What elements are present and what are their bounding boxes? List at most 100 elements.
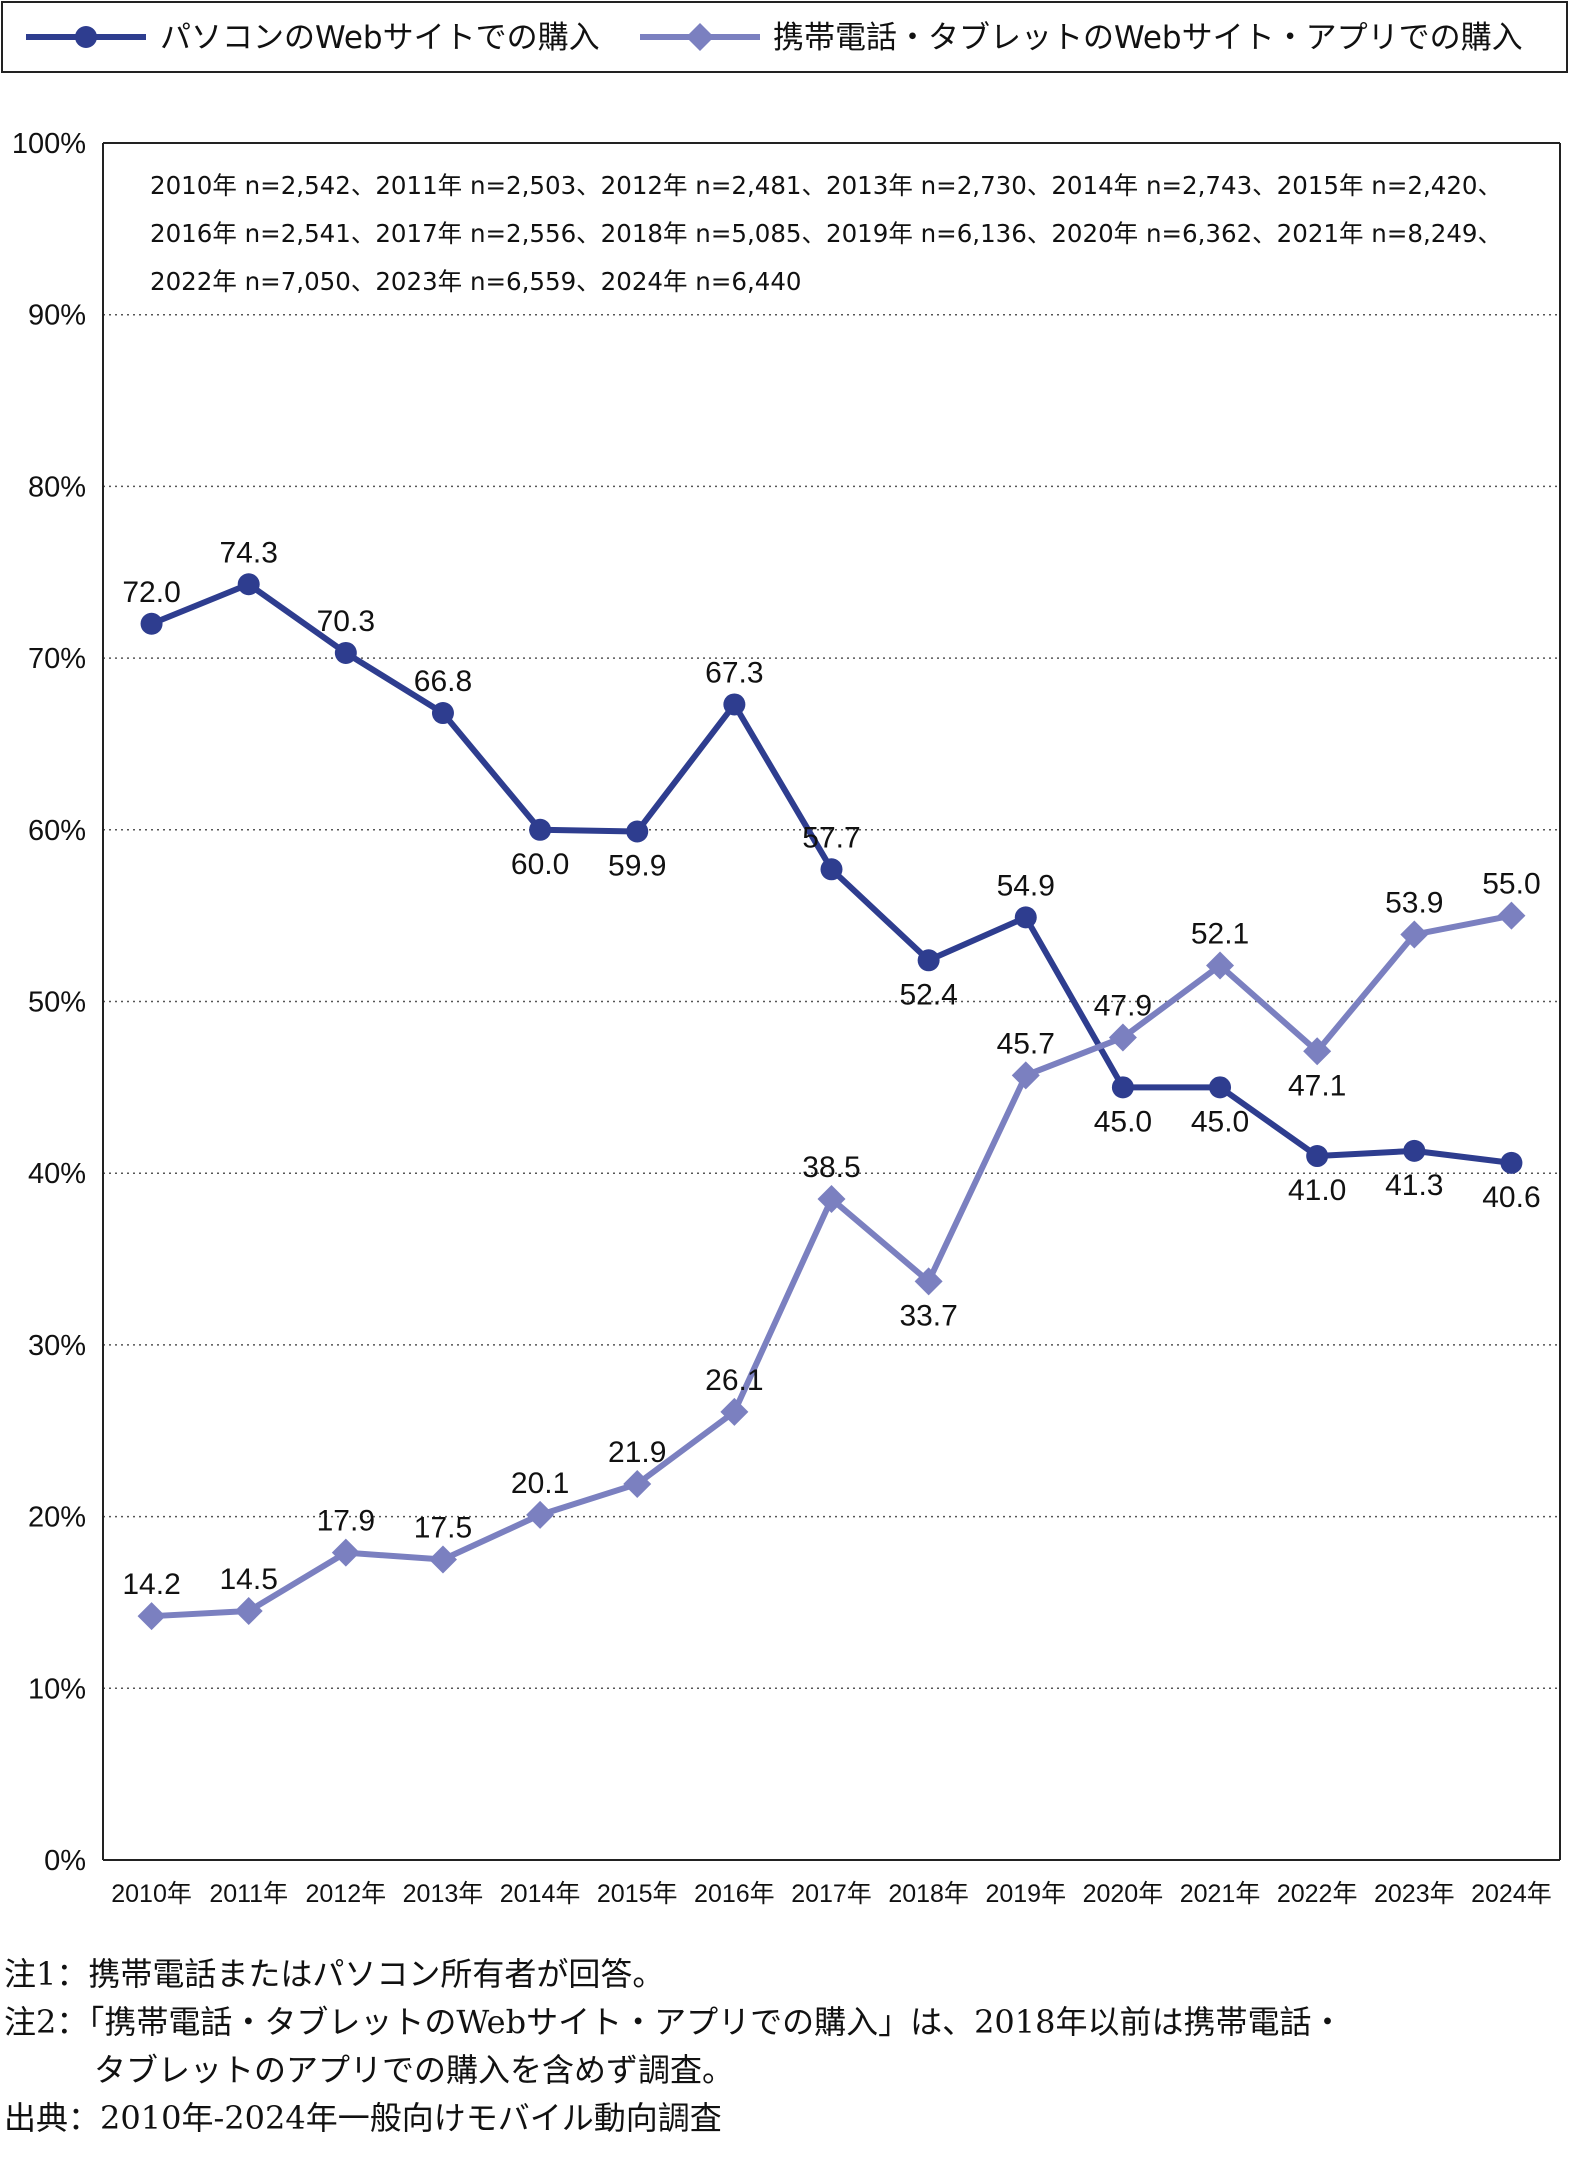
x-tick-label: 2022年: [1277, 1880, 1358, 1908]
note-1: 注1：携帯電話またはパソコン所有者が回答。: [4, 1955, 665, 1993]
data-point: [137, 1602, 166, 1631]
x-tick-label: 2016年: [694, 1880, 775, 1908]
data-label: 74.3: [220, 536, 278, 569]
data-label: 54.9: [997, 869, 1055, 902]
data-label: 17.9: [317, 1505, 375, 1538]
data-point: [428, 1545, 457, 1574]
x-tick-label: 2014年: [500, 1880, 581, 1908]
data-point: [1206, 951, 1235, 980]
data-label: 14.5: [220, 1563, 278, 1596]
y-tick-label: 50%: [28, 987, 86, 1019]
data-point: [526, 1500, 555, 1529]
data-label: 52.1: [1191, 917, 1249, 950]
sample-size-line-1: 2010年 n=2,542、2011年 n=2,503、2012年 n=2,48…: [150, 171, 1502, 200]
axes: [102, 142, 1561, 1861]
data-label: 40.6: [1482, 1181, 1540, 1214]
series-mobile: 14.2 14.5 17.9 17.5 20.1 21.9 26.1 38.5 33.7 45.7…: [122, 868, 1541, 1631]
legend-mobile-label: 携帯電話・タブレットのWebサイト・アプリでの購入: [773, 20, 1523, 56]
data-point: [334, 641, 357, 664]
footnotes: 注1：携帯電話またはパソコン所有者が回答。 注2：「携帯電話・タブレットのWeb…: [4, 1950, 1564, 2142]
legend-pc-marker: [75, 26, 97, 48]
data-point: [914, 1267, 943, 1296]
y-tick-label: 100%: [12, 128, 86, 160]
sample-size-line-3: 2022年 n=7,050、2023年 n=6,559、2024年 n=6,44…: [150, 267, 802, 296]
data-label: 38.5: [802, 1151, 860, 1184]
x-tick-labels: 2010年 2011年 2012年 2013年 2014年 2015年 2016年 2017年…: [111, 1880, 1551, 1908]
data-label: 45.0: [1094, 1105, 1152, 1138]
data-label: 57.7: [802, 821, 860, 854]
source-note: 出典：2010年-2024年一般向けモバイル動向調査: [4, 2099, 722, 2137]
data-point: [1306, 1145, 1329, 1168]
data-label: 60.0: [511, 848, 569, 881]
data-point: [1209, 1076, 1232, 1099]
data-label: 41.3: [1385, 1169, 1443, 1202]
data-point: [1497, 901, 1526, 930]
data-point: [234, 1597, 263, 1626]
data-point: [1500, 1151, 1523, 1174]
data-point: [1403, 1139, 1426, 1162]
data-point: [1011, 1061, 1040, 1090]
y-tick-label: 70%: [28, 643, 86, 675]
x-tick-label: 2024年: [1471, 1880, 1552, 1908]
data-label: 33.7: [899, 1299, 957, 1332]
x-tick-label: 2013年: [403, 1880, 484, 1908]
x-tick-label: 2015年: [597, 1880, 678, 1908]
data-label: 72.0: [122, 576, 180, 609]
data-point: [820, 858, 843, 881]
x-tick-label: 2011年: [209, 1880, 288, 1908]
data-point: [1014, 906, 1037, 929]
line-chart: パソコンのWebサイトでの購入 携帯電話・タブレットのWebサイト・アプリでの購…: [1, 1, 1568, 1908]
data-label: 53.9: [1385, 887, 1443, 920]
data-label: 66.8: [414, 665, 472, 698]
data-label: 26.1: [705, 1364, 763, 1397]
data-label: 17.5: [414, 1512, 472, 1545]
y-tick-label: 90%: [28, 300, 86, 332]
sample-size-note: 2010年 n=2,542、2011年 n=2,503、2012年 n=2,48…: [150, 171, 1502, 296]
data-label: 14.2: [122, 1568, 180, 1601]
series-layer: 72.0 74.3 70.3 66.8 60.0 59.9 67.3 57.7 52.4 54.9…: [122, 536, 1541, 1631]
data-point: [529, 818, 552, 841]
y-tick-label: 10%: [28, 1673, 86, 1705]
y-tick-label: 80%: [28, 471, 86, 503]
x-tick-label: 2018年: [888, 1880, 969, 1908]
data-point: [626, 820, 649, 843]
data-label: 59.9: [608, 850, 666, 883]
legend-pc-label: パソコンのWebサイトでの購入: [160, 20, 600, 56]
data-point: [623, 1469, 652, 1498]
data-point: [331, 1538, 360, 1567]
legend-box: [1, 1, 1568, 73]
y-tick-labels: 0% 10% 20% 30% 40% 50% 60% 70% 80% 90% 100%: [12, 128, 86, 1877]
data-label: 67.3: [705, 656, 763, 689]
x-tick-label: 2010年: [111, 1880, 192, 1908]
note-2-line-2: タブレットのアプリでの購入を含めず調査。: [94, 2051, 735, 2089]
data-point: [1400, 920, 1429, 949]
data-point: [817, 1184, 846, 1213]
x-tick-label: 2012年: [306, 1880, 387, 1908]
data-point: [237, 573, 260, 596]
data-point: [917, 949, 940, 972]
data-label: 70.3: [317, 605, 375, 638]
data-label: 20.1: [511, 1467, 569, 1500]
data-label: 41.0: [1288, 1174, 1346, 1207]
legend: パソコンのWebサイトでの購入 携帯電話・タブレットのWebサイト・アプリでの購…: [1, 1, 1568, 73]
x-tick-label: 2021年: [1180, 1880, 1261, 1908]
y-tick-label: 0%: [44, 1845, 86, 1877]
data-label: 47.9: [1094, 990, 1152, 1023]
y-tick-label: 40%: [28, 1158, 86, 1190]
sample-size-line-2: 2016年 n=2,541、2017年 n=2,556、2018年 n=5,08…: [150, 219, 1502, 248]
data-label: 45.7: [997, 1027, 1055, 1060]
x-tick-label: 2017年: [791, 1880, 872, 1908]
series-pc: 72.0 74.3 70.3 66.8 60.0 59.9 67.3 57.7 52.4 54.9…: [122, 536, 1540, 1214]
y-tick-label: 60%: [28, 815, 86, 847]
y-tick-label: 20%: [28, 1502, 86, 1534]
data-point: [140, 612, 163, 635]
data-label: 55.0: [1482, 868, 1540, 901]
data-point: [720, 1397, 749, 1426]
gridlines: [103, 313, 1560, 1690]
data-point: [431, 702, 454, 725]
x-tick-label: 2019年: [985, 1880, 1066, 1908]
data-label: 21.9: [608, 1436, 666, 1469]
y-tick-label: 30%: [28, 1330, 86, 1362]
legend-mobile-marker: [686, 23, 714, 51]
data-label: 47.1: [1288, 1069, 1346, 1102]
